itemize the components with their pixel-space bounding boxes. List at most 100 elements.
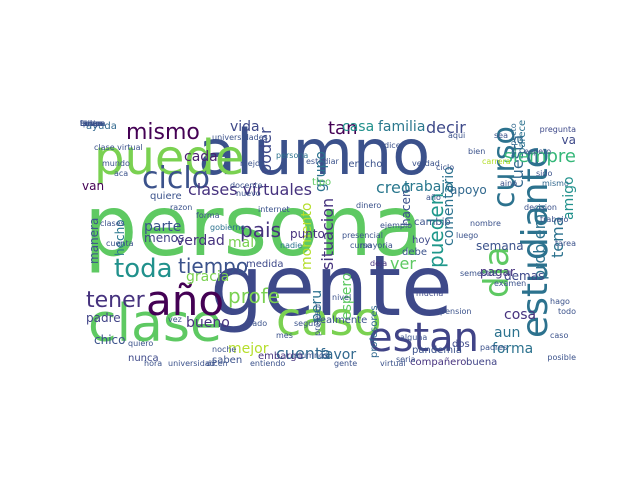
cloud-word: tener [86, 288, 145, 313]
cloud-word: dice [384, 141, 401, 150]
cloud-word: bueno [186, 315, 230, 331]
cloud-word: posible [547, 353, 576, 362]
cloud-word: hoy [412, 235, 431, 246]
cloud-word: compañero [410, 357, 467, 368]
cloud-word: falta [80, 120, 98, 128]
cloud-word: menos [144, 231, 185, 245]
cloud-word: universidad [168, 359, 215, 368]
cloud-word: favor [320, 347, 357, 363]
cloud-word: caso [276, 292, 382, 346]
cloud-word: ciclo [142, 161, 211, 196]
cloud-word: hago [550, 297, 570, 306]
cloud-word: aca [114, 169, 129, 178]
cloud-word: toda [114, 254, 173, 284]
cloud-word: gente [334, 359, 358, 368]
cloud-word: aino [500, 179, 518, 188]
cloud-word: nuevo [236, 189, 261, 198]
cloud-word: debe [402, 247, 427, 258]
cloud-word: aqui [448, 131, 466, 140]
cloud-word: mismo [542, 179, 569, 188]
cloud-word: mejor [228, 341, 269, 357]
cloud-word: año [146, 276, 225, 325]
cloud-word: mes [276, 331, 293, 340]
cloud-word: bien [468, 147, 486, 156]
cloud-word: demas [504, 269, 545, 283]
cloud-word: estudiar [306, 157, 339, 166]
cloud-word: persona [276, 151, 309, 160]
cloud-word: mayoria [360, 241, 393, 250]
cloud-word: mejor [240, 159, 264, 168]
cloud-word: mismo [126, 120, 200, 145]
cloud-word: realmente [316, 315, 368, 326]
cloud-word: caso [550, 331, 569, 340]
cloud-word: tarea [555, 239, 576, 248]
cloud-word: semestre [460, 269, 498, 278]
cloud-word: deja [370, 259, 388, 268]
cloud-word: dicen [206, 359, 228, 368]
cloud-word: medida [246, 259, 284, 270]
cloud-word: mundo [102, 159, 130, 168]
cloud-word: tanto [80, 120, 102, 128]
cloud-word: cambio [414, 217, 451, 228]
cloud-word: van [82, 179, 105, 193]
cloud-word: cuenta [276, 344, 331, 363]
cloud-word: trabajo [540, 215, 569, 224]
cloud-word: embargo [258, 351, 303, 362]
cloud-word: forma [492, 341, 534, 357]
cloud-word: gobierno [210, 223, 246, 232]
cloud-word: carrera [482, 157, 511, 166]
cloud-word: chico [94, 333, 126, 347]
cloud-word: tiempo [178, 254, 249, 278]
cloud-word: tipo [312, 177, 332, 188]
cloud-word: seguro [294, 319, 322, 328]
cloud-word: padre [86, 311, 121, 325]
cloud-word: verdad [176, 233, 225, 249]
cloud-word: pandemia [412, 345, 462, 356]
cloud-word: quiere [150, 191, 182, 202]
cloud-word: cosa [504, 307, 537, 323]
cloud-word: cada [184, 149, 218, 165]
cloud-word: derecho [342, 159, 383, 170]
cloud-word: ahora [80, 120, 104, 128]
cloud-word: tengo [80, 120, 104, 128]
cloud-word: clase virtual [94, 143, 143, 152]
cloud-word: tan [328, 120, 358, 139]
cloud-word: manera [87, 217, 101, 264]
cloud-word: ejemplo [380, 221, 413, 230]
cloud-word: pais [240, 218, 281, 242]
cloud-word: parte [144, 219, 182, 235]
cloud-word: nadie [280, 241, 303, 250]
cloud-word: clases virtuales [188, 180, 312, 199]
cloud-word: padres [480, 343, 508, 352]
cloud-word: buena [466, 357, 498, 368]
cloud-word: presencial [342, 231, 384, 240]
cloud-word: curso [350, 241, 372, 250]
cloud-word: pregunta [539, 125, 576, 134]
cloud-word: examen [494, 279, 527, 288]
cloud-word: casa [342, 120, 375, 135]
cloud-word: alguna [400, 333, 428, 342]
word-cloud: persona alumno gente clase puede estudiante ca… [80, 120, 576, 368]
cloud-word: clases [100, 219, 125, 228]
cloud-word: razon [170, 203, 193, 212]
cloud-word: verdad [412, 159, 440, 168]
cloud-word: comentario [441, 166, 457, 246]
cloud-word: puede [94, 130, 245, 186]
cloud-word: estan [368, 315, 479, 361]
cloud-word: cosas [80, 120, 103, 128]
cloud-word: apoyo [450, 183, 487, 197]
cloud-word: dos [452, 339, 470, 350]
cloud-word: mucha [416, 289, 444, 298]
cloud-word: luego [456, 231, 479, 240]
cloud-word: quiera [80, 120, 106, 128]
cloud-word: sea [494, 131, 508, 140]
cloud-word: nombre [470, 219, 501, 228]
cloud-word: entiendo [250, 359, 286, 368]
cloud-word: trabajo [404, 179, 454, 195]
cloud-word: pagar [480, 265, 515, 279]
cloud-word: clase [88, 294, 222, 354]
cloud-word: ver [390, 254, 416, 273]
cloud-word: gente [210, 237, 453, 335]
cloud-word: ciclo [436, 163, 455, 172]
cloud-word: familia [378, 120, 426, 135]
